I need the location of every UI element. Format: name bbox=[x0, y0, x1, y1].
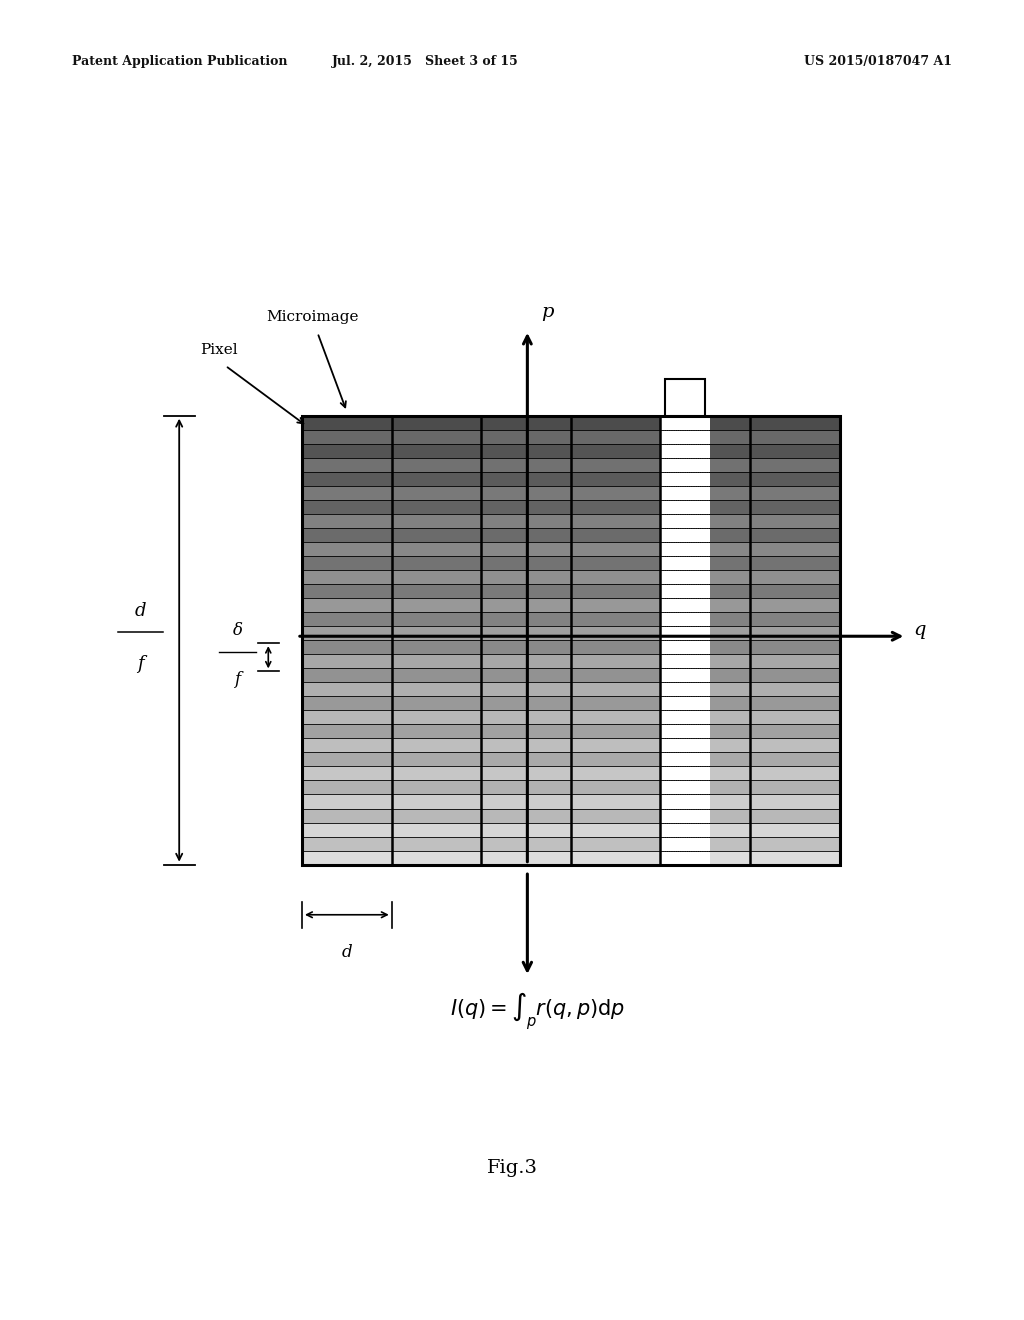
Text: f: f bbox=[234, 671, 241, 688]
Text: $I(q) = \int_p r(q,p)\mathrm{d}p$: $I(q) = \int_p r(q,p)\mathrm{d}p$ bbox=[450, 990, 626, 1032]
Text: f: f bbox=[137, 655, 143, 673]
Text: q: q bbox=[913, 620, 926, 639]
Bar bbox=[302, 767, 840, 780]
Bar bbox=[302, 556, 840, 570]
Bar bbox=[302, 612, 840, 626]
Bar bbox=[302, 598, 840, 612]
Bar bbox=[302, 808, 840, 822]
Text: Microimage: Microimage bbox=[266, 310, 358, 323]
Bar bbox=[302, 416, 840, 865]
Bar bbox=[302, 850, 840, 865]
Bar bbox=[660, 416, 710, 865]
Bar bbox=[302, 528, 840, 543]
Bar bbox=[302, 738, 840, 752]
Bar bbox=[302, 513, 840, 528]
Bar bbox=[302, 697, 840, 710]
Bar bbox=[302, 822, 840, 837]
Text: Pixel: Pixel bbox=[200, 343, 238, 356]
Bar bbox=[302, 682, 840, 697]
Text: d: d bbox=[134, 602, 146, 620]
Bar bbox=[302, 583, 840, 598]
Text: δ: δ bbox=[232, 622, 243, 639]
Bar bbox=[302, 626, 840, 640]
Bar bbox=[302, 640, 840, 655]
Bar bbox=[302, 752, 840, 767]
Bar bbox=[302, 725, 840, 738]
Text: US 2015/0187047 A1: US 2015/0187047 A1 bbox=[804, 55, 952, 69]
Bar bbox=[302, 655, 840, 668]
Text: Fig.3: Fig.3 bbox=[486, 1159, 538, 1177]
Text: Jul. 2, 2015   Sheet 3 of 15: Jul. 2, 2015 Sheet 3 of 15 bbox=[332, 55, 518, 69]
Bar bbox=[302, 444, 840, 458]
Bar bbox=[302, 500, 840, 513]
Bar bbox=[302, 473, 840, 486]
Bar bbox=[665, 379, 706, 416]
Bar bbox=[302, 668, 840, 682]
Text: p: p bbox=[541, 302, 553, 321]
Bar bbox=[302, 570, 840, 583]
Bar bbox=[302, 780, 840, 795]
Bar bbox=[302, 795, 840, 808]
Bar bbox=[302, 430, 840, 444]
Text: d: d bbox=[342, 944, 352, 961]
Bar bbox=[302, 543, 840, 556]
Bar bbox=[302, 710, 840, 725]
Bar bbox=[302, 416, 840, 430]
Bar bbox=[302, 486, 840, 500]
Bar bbox=[302, 837, 840, 850]
Text: Patent Application Publication: Patent Application Publication bbox=[72, 55, 287, 69]
Bar bbox=[302, 458, 840, 471]
